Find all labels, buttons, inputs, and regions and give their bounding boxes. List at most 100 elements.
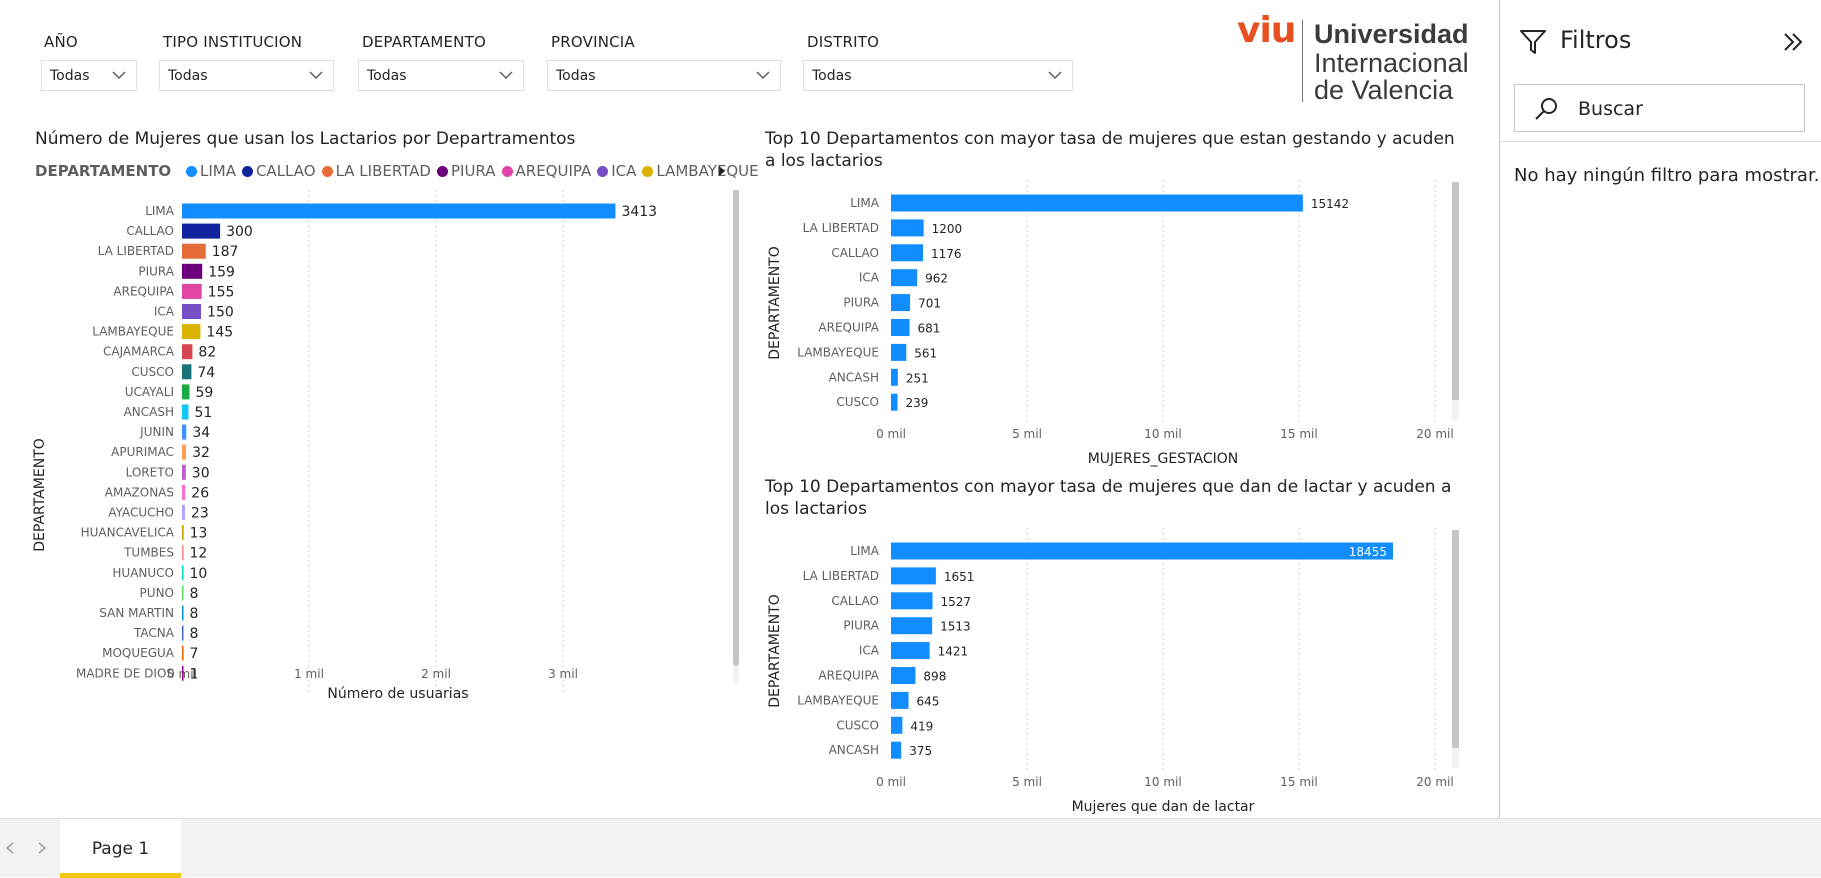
slicer-distrito-dropdown[interactable]: Todas (803, 60, 1073, 91)
slicer-tipo-title: TIPO INSTITUCION (163, 33, 303, 51)
slicer-anio-value: Todas (50, 68, 90, 84)
bar-puno (182, 585, 184, 601)
data-label: 15142 (1311, 197, 1349, 211)
data-label: 18455 (1349, 545, 1387, 559)
data-label: 1176 (931, 247, 962, 261)
legend-label: ICA (611, 162, 637, 180)
bar-tumbes (182, 545, 184, 561)
category-label: HUANCAVELICA (81, 526, 175, 540)
slicer-distrito-title: DISTRITO (807, 33, 880, 51)
scrollbar-thumb (733, 190, 739, 666)
category-label: UCAYALI (125, 385, 174, 399)
category-label: LIMA (145, 204, 175, 218)
legend-item-piura[interactable]: PIURA (436, 162, 496, 180)
bar-ica (891, 642, 930, 660)
chart1-legend: DEPARTAMENTO LIMA CALLAO LA LIBERTAD PIURA A… (35, 162, 765, 180)
data-label: 13 (190, 526, 208, 542)
bar-cajamarca (182, 344, 193, 360)
slicer-tipo-dropdown[interactable]: Todas (159, 60, 334, 91)
collapse-pane-icon[interactable] (1782, 31, 1804, 53)
search-placeholder: Buscar (1578, 98, 1643, 120)
bar-san-martin (182, 605, 184, 621)
x-tick-label: 15 mil (1280, 775, 1317, 789)
category-label: CAJAMARCA (103, 345, 175, 359)
legend-item-callao[interactable]: CALLAO (241, 162, 316, 180)
legend-next-icon[interactable] (716, 164, 728, 178)
legend-label: LAMBAYEQUE (656, 162, 759, 180)
bar-piura (891, 294, 911, 312)
slicer-distrito-value: Todas (812, 68, 852, 84)
bar-la-libertad (891, 219, 924, 237)
logo-mark: viu (1237, 10, 1296, 51)
slicer-tipo-value: Todas (168, 68, 208, 84)
legend-label: CALLAO (255, 162, 316, 180)
scrollbar-thumb (1452, 530, 1459, 748)
bar-lambayeque (182, 324, 201, 340)
tab-next-icon[interactable] (36, 841, 48, 855)
data-label: 8 (190, 606, 199, 622)
y-axis-title: DEPARTAMENTO (767, 246, 783, 359)
legend-title: DEPARTAMENTO (35, 162, 172, 180)
category-label: LA LIBERTAD (803, 221, 879, 235)
data-label: 1 (190, 666, 199, 682)
x-tick-label: 5 mil (1012, 427, 1042, 441)
category-label: PIURA (843, 619, 879, 633)
x-tick-label: 0 mil (876, 775, 906, 789)
bar-arequipa (891, 667, 916, 684)
data-label: 300 (226, 224, 253, 240)
category-label: PUNO (140, 586, 174, 600)
data-label: 8 (190, 626, 199, 642)
category-label: ANCASH (829, 743, 879, 757)
legend-dot (436, 166, 448, 177)
category-label: ANCASH (124, 405, 174, 419)
filters-divider (1500, 141, 1821, 142)
chart3-plot: 0 mil 5 mil 10 mil 15 mil 20 mil LIMA 18455 LA … (767, 528, 1459, 815)
bar-callao (891, 244, 923, 262)
data-label: 3413 (621, 204, 657, 220)
data-label: 1421 (938, 645, 969, 659)
bar-loreto (182, 464, 186, 480)
slicer-anio-dropdown[interactable]: Todas (41, 60, 137, 91)
slicer-departamento-dropdown[interactable]: Todas (358, 60, 524, 91)
tab-page-1[interactable]: Page 1 (60, 819, 181, 878)
category-label: CALLAO (126, 224, 174, 238)
data-label: 34 (192, 425, 210, 441)
filters-search-input[interactable]: Buscar (1514, 84, 1805, 132)
data-label: 10 (190, 566, 208, 582)
x-tick-label: 20 mil (1416, 775, 1453, 789)
filters-title: Filtros (1560, 26, 1632, 54)
x-axis-title: Mujeres que dan de lactar (1072, 799, 1255, 815)
data-label: 145 (206, 325, 233, 341)
category-label: CALLAO (831, 594, 879, 608)
tab-prev-icon[interactable] (4, 841, 16, 855)
data-label: 7 (190, 646, 199, 662)
legend-label: PIURA (450, 162, 496, 180)
category-label: ANCASH (829, 370, 879, 384)
data-label: 187 (212, 244, 239, 260)
chart2-plot: 0 mil 5 mil 10 mil 15 mil 20 mil LIMA 15142 LA … (767, 180, 1459, 467)
category-label: TACNA (133, 626, 175, 640)
chart1-title: Número de Mujeres que usan los Lactarios… (35, 129, 576, 149)
data-label: 898 (923, 670, 946, 684)
legend-item-lambayeque[interactable]: LAMBAYEQUE (642, 162, 759, 180)
bar-lima (182, 203, 616, 219)
category-label: MOQUEGUA (102, 646, 175, 660)
data-label: 12 (190, 546, 208, 562)
y-axis-title: DEPARTAMENTO (767, 594, 783, 707)
bar-ica (182, 304, 202, 319)
bar-ancash (891, 741, 902, 759)
data-label: 23 (191, 506, 209, 522)
x-tick-label: 15 mil (1280, 427, 1317, 441)
category-label: ICA (859, 644, 880, 658)
legend-item-ica[interactable]: ICA (597, 162, 636, 180)
filters-empty-message: No hay ningún filtro para mostrar. (1514, 165, 1820, 186)
filter-icon (1520, 30, 1546, 54)
category-label: AYACUCHO (108, 506, 174, 520)
x-tick-label: 2 mil (421, 667, 451, 681)
legend-item-lima[interactable]: LIMA (185, 162, 236, 180)
slicer-provincia-dropdown[interactable]: Todas (547, 60, 781, 91)
legend-item-arequipa[interactable]: AREQUIPA (501, 162, 591, 180)
legend-item-la-libertad[interactable]: LA LIBERTAD (321, 162, 431, 180)
data-label: 159 (208, 264, 235, 280)
